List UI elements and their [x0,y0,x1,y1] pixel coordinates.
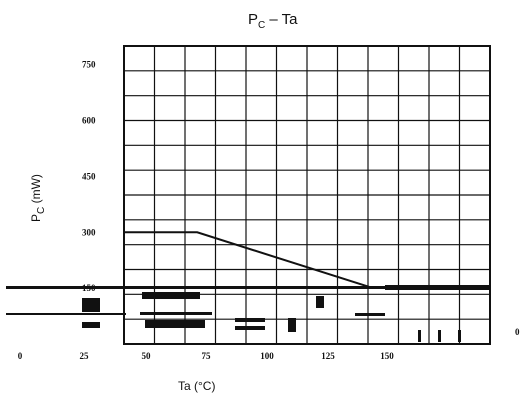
x-axis-label: Ta (°C) [178,379,215,393]
x-tick-label: 50 [142,351,152,361]
grid-lines [124,46,490,344]
x-tick-label: 75 [202,351,212,361]
y-tick-label: 600 [82,116,96,126]
right-stray-label: 0 [515,327,520,337]
scan-artifacts [6,285,490,342]
x-tick-label: 150 [380,351,394,361]
y-tick-label: 300 [82,227,96,237]
x-tick-label: 125 [321,351,335,361]
x-tick-labels: 0 25 50 75 100 125 150 [18,351,395,361]
y-tick-label: 750 [82,60,96,70]
y-axis-label: PC (mW) [29,174,47,222]
y-tick-label: 450 [82,171,96,181]
y-tick-label: 150 [82,283,96,293]
chart-title: PC – Ta [248,11,298,31]
plot-frame [123,45,491,345]
x-tick-label: 0 [18,351,23,361]
x-tick-label: 25 [80,351,90,361]
y-tick-labels: 150 300 450 600 750 [82,60,96,294]
x-tick-label: 100 [260,351,274,361]
derating-curve-line [124,231,374,290]
